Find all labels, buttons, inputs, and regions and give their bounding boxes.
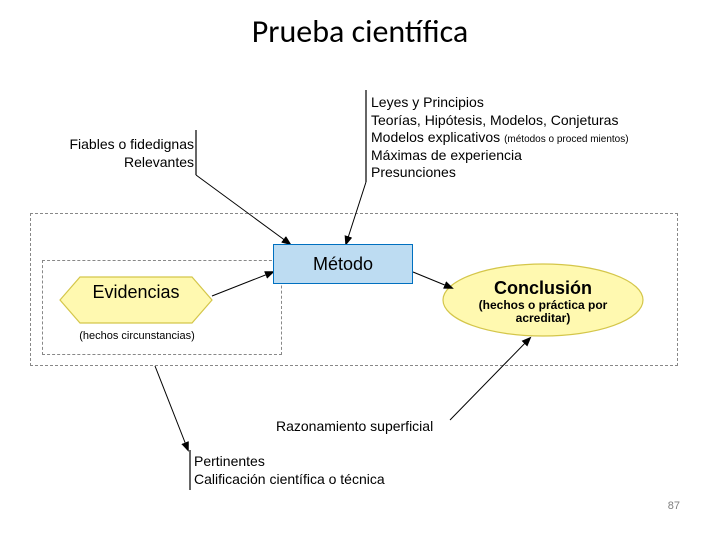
evidencias-node: Evidencias [60,282,212,303]
fiables-line2: Relevantes [18,154,194,172]
page-number: 87 [668,500,680,512]
leyes-l2: Teorías, Hipótesis, Modelos, Conjeturas [371,112,711,130]
conclusion-sub2: acreditar) [443,312,643,325]
leyes-l3: Modelos explicativos (métodos o proced m… [371,129,711,147]
metodo-label: Método [313,254,373,275]
conclusion-node: Conclusión (hechos o práctica por acredi… [443,278,643,325]
page-title: Prueba científica [0,0,720,51]
razonamiento-label: Razonamiento superficial [276,418,433,436]
calificacion-label: Calificación científica o técnica [194,471,514,489]
leyes-l1: Leyes y Principios [371,94,711,112]
leyes-l3b: (métodos o proced mientos) [504,134,629,145]
evidencias-sub: (hechos circunstancias) [52,330,222,342]
pertinentes-label: Pertinentes [194,453,514,471]
leyes-l4: Máximas de experiencia [371,147,711,165]
conclusion-label: Conclusión [443,278,643,299]
leyes-l3a: Modelos explicativos [371,129,500,145]
leyes-l5: Presunciones [371,164,711,182]
fiables-label: Fiables o fidedignas Relevantes [18,136,194,171]
pertinentes-block: Pertinentes Calificación científica o té… [194,453,514,488]
evidencias-label: Evidencias [60,282,212,303]
fiables-line1: Fiables o fidedignas [18,136,194,154]
leyes-label: Leyes y Principios Teorías, Hipótesis, M… [371,94,711,182]
metodo-node: Método [273,244,413,284]
